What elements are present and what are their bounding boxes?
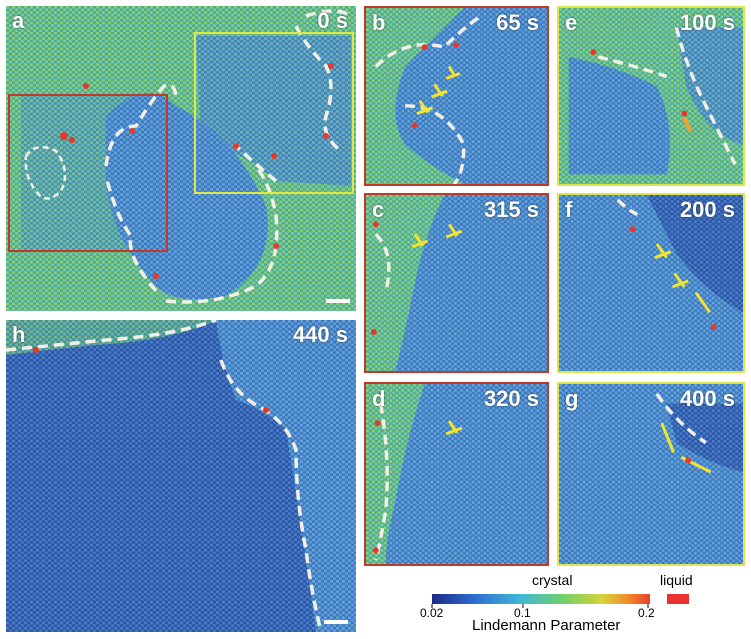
inset-box-red: [8, 94, 168, 252]
micrograph-h: [6, 320, 356, 632]
panel-label: g: [565, 386, 579, 411]
panel-a: a 0 s: [6, 6, 356, 311]
micrograph-e: [559, 8, 743, 184]
timestamp: 440 s: [292, 322, 348, 347]
liquid-swatch: [667, 594, 689, 604]
dislocation-symbols: [445, 420, 463, 436]
panel-g: g 400 s: [557, 382, 745, 566]
micrograph-b: [366, 8, 547, 184]
inset-box-yellow: [194, 32, 354, 194]
panel-label: f: [565, 197, 573, 222]
micrograph-d: [366, 384, 547, 564]
timestamp: 0 s: [317, 8, 348, 33]
micrograph-f: [559, 195, 743, 371]
panel-label: c: [372, 197, 385, 222]
timestamp: 400 s: [679, 386, 735, 411]
panel-label: d: [372, 386, 386, 411]
scale-bar: [326, 299, 350, 303]
colorbar-scale: [431, 594, 689, 608]
timestamp: 65 s: [496, 10, 539, 35]
colorbar-title: Lindemann Parameter: [472, 617, 621, 634]
timestamp: 100 s: [679, 10, 735, 35]
panel-label: h: [12, 322, 26, 347]
timestamp: 200 s: [679, 197, 735, 222]
liquid-label: liquid: [660, 572, 693, 588]
panel-h: h 440 s: [6, 320, 356, 632]
micrograph-c: [366, 195, 547, 371]
micrograph-a: [6, 6, 356, 311]
timestamp: 315 s: [483, 197, 539, 222]
tick-label: 0.2: [638, 606, 655, 620]
panel-label: a: [12, 8, 25, 33]
panel-c: c 315 s: [364, 193, 549, 373]
crystal-label: crystal: [532, 572, 573, 588]
panel-d: d 320 s: [364, 382, 549, 566]
dislocation-symbols: [654, 243, 711, 314]
dislocation-symbols: [411, 223, 463, 249]
panel-b: b 65 s: [364, 6, 549, 186]
tick-label: 0.02: [420, 606, 444, 620]
panel-label: b: [372, 10, 386, 35]
grain-boundaries: [6, 320, 323, 632]
scale-bar: [324, 620, 348, 624]
panel-f: f 200 s: [557, 193, 745, 373]
liquid-sites: [60, 63, 334, 279]
tick-label: 0.1: [514, 606, 531, 620]
colorbar: crystal liquid 0.02 0.1 0.2 Lindemann Pa…: [420, 572, 750, 639]
dislocation-symbols: [416, 65, 461, 115]
colorbar-gradient: [432, 594, 650, 604]
panel-e: e 100 s: [557, 6, 745, 186]
panel-label: e: [565, 10, 578, 35]
micrograph-g: [559, 384, 743, 564]
timestamp: 320 s: [483, 386, 539, 411]
